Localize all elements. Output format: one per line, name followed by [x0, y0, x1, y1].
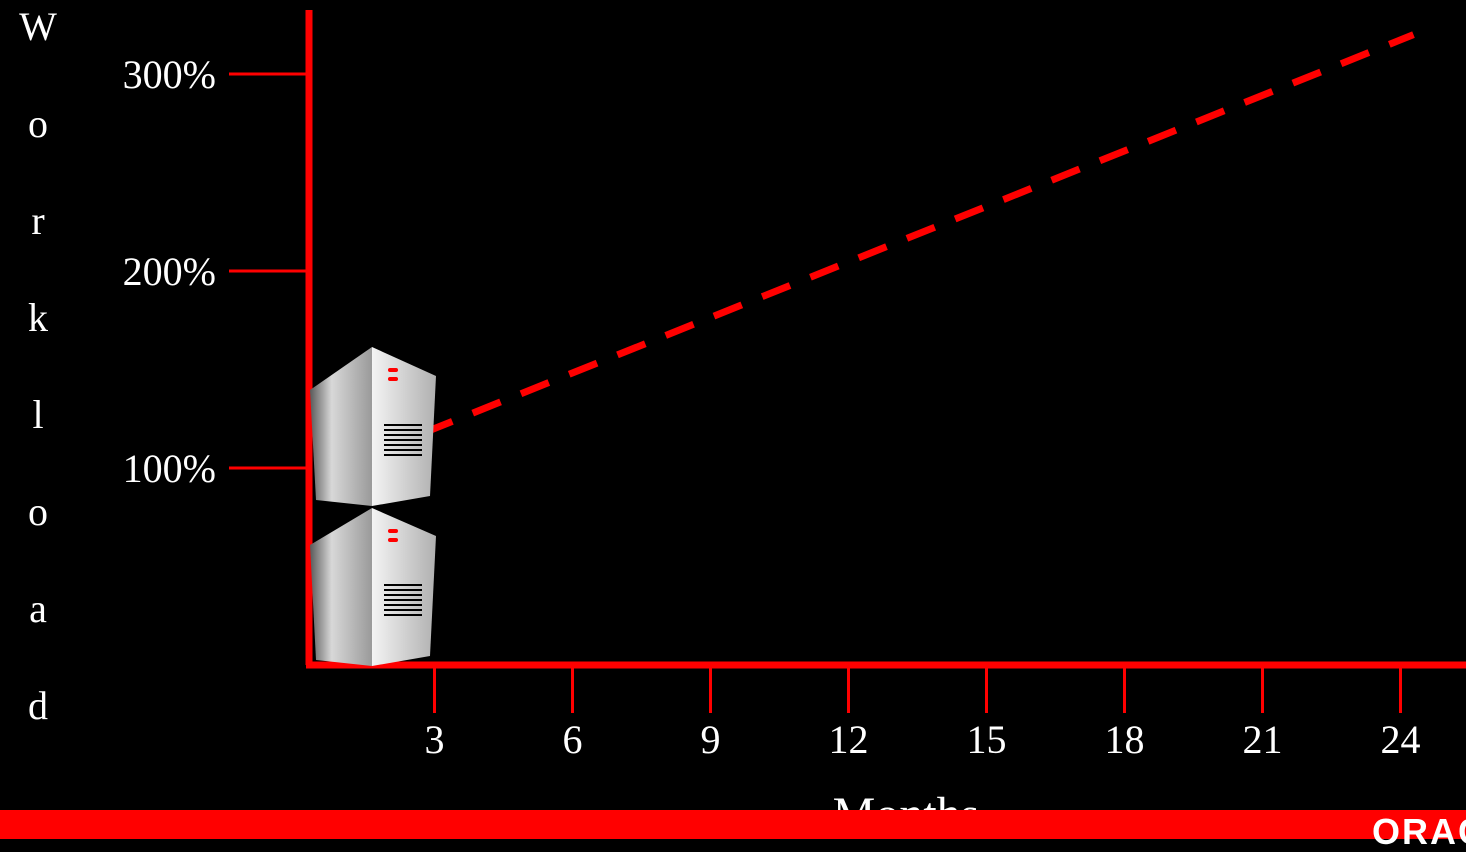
oracle-logo: ORACLE [1372, 812, 1466, 852]
y-tick-label: 300% [123, 52, 216, 97]
server-icon-bottom [310, 508, 436, 666]
x-tick-label: 12 [829, 717, 869, 762]
series-layer [423, 31, 1415, 436]
footer-bar [0, 810, 1466, 839]
y-axis-ticks: 100% 200% 300% [123, 52, 309, 491]
x-tick-label: 3 [425, 717, 445, 762]
y-axis-label-letter: o [28, 489, 48, 534]
x-tick-label: 18 [1105, 717, 1145, 762]
y-axis-label-letter: a [29, 586, 47, 631]
x-tick-label: 9 [701, 717, 721, 762]
x-axis-ticks: 3 6 9 12 15 18 21 24 [425, 668, 1421, 762]
x-tick-label: 24 [1381, 717, 1421, 762]
y-axis-label: Wo r k l o a d [19, 4, 57, 728]
y-axis-label-letter: k [28, 295, 48, 340]
trend-line [423, 31, 1415, 436]
y-axis-label-letter: o [28, 101, 48, 146]
server-icon-top [310, 347, 436, 506]
y-tick-label: 100% [123, 446, 216, 491]
x-tick-label: 6 [563, 717, 583, 762]
y-tick-label: 200% [123, 249, 216, 294]
x-tick-label: 21 [1243, 717, 1283, 762]
y-axis-label-letter: W [19, 4, 57, 49]
y-axis-label-letter: l [32, 392, 43, 437]
y-axis-label-letter: r [31, 198, 44, 243]
x-tick-label: 15 [967, 717, 1007, 762]
server-stack-icon [310, 347, 436, 666]
y-axis-label-letter: d [28, 683, 48, 728]
